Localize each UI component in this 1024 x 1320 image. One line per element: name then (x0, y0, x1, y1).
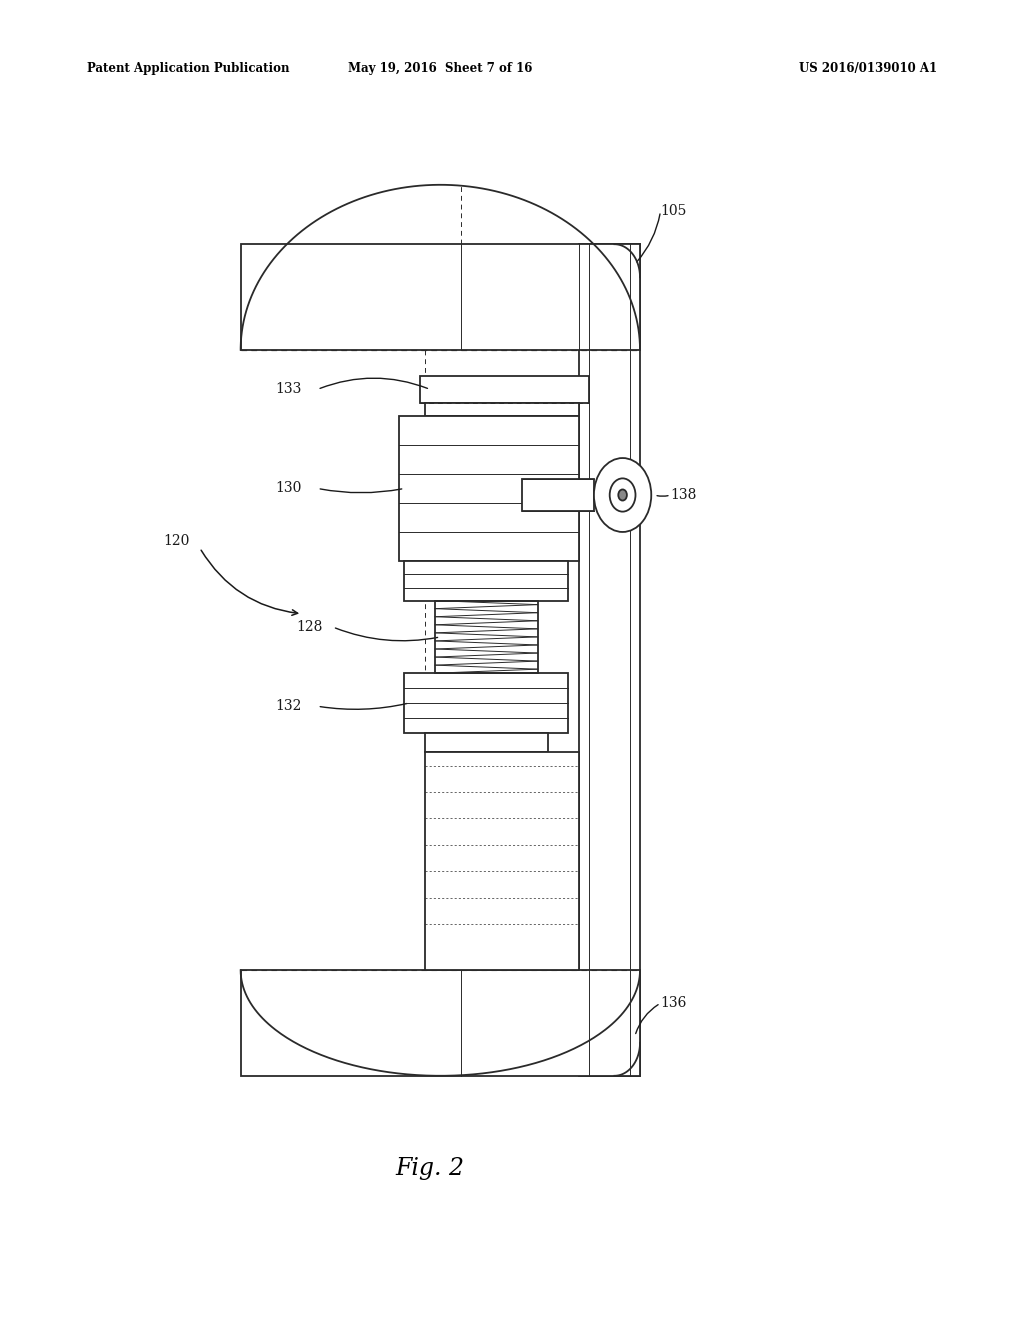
Text: May 19, 2016  Sheet 7 of 16: May 19, 2016 Sheet 7 of 16 (348, 62, 532, 75)
Circle shape (618, 490, 627, 500)
Bar (404, 561, 568, 601)
Text: 132: 132 (275, 700, 302, 713)
Text: 130: 130 (275, 482, 302, 495)
Bar (425, 733, 548, 752)
Text: 120: 120 (163, 535, 189, 548)
Text: 136: 136 (660, 997, 687, 1010)
Bar (241, 970, 640, 1076)
Text: 128: 128 (296, 620, 323, 634)
Bar (579, 244, 640, 1076)
Bar (404, 673, 568, 733)
Text: Fig. 2: Fig. 2 (395, 1156, 465, 1180)
Text: 138: 138 (671, 488, 697, 502)
Bar (435, 601, 538, 673)
Bar (425, 403, 579, 416)
Text: 133: 133 (275, 383, 302, 396)
Text: US 2016/0139010 A1: US 2016/0139010 A1 (799, 62, 937, 75)
Bar (399, 416, 579, 561)
Bar (425, 752, 579, 970)
Bar (241, 244, 640, 350)
Text: 105: 105 (660, 205, 687, 218)
Circle shape (609, 478, 636, 512)
Text: Patent Application Publication: Patent Application Publication (87, 62, 290, 75)
Bar (522, 479, 594, 511)
Circle shape (594, 458, 651, 532)
Bar (420, 376, 589, 403)
